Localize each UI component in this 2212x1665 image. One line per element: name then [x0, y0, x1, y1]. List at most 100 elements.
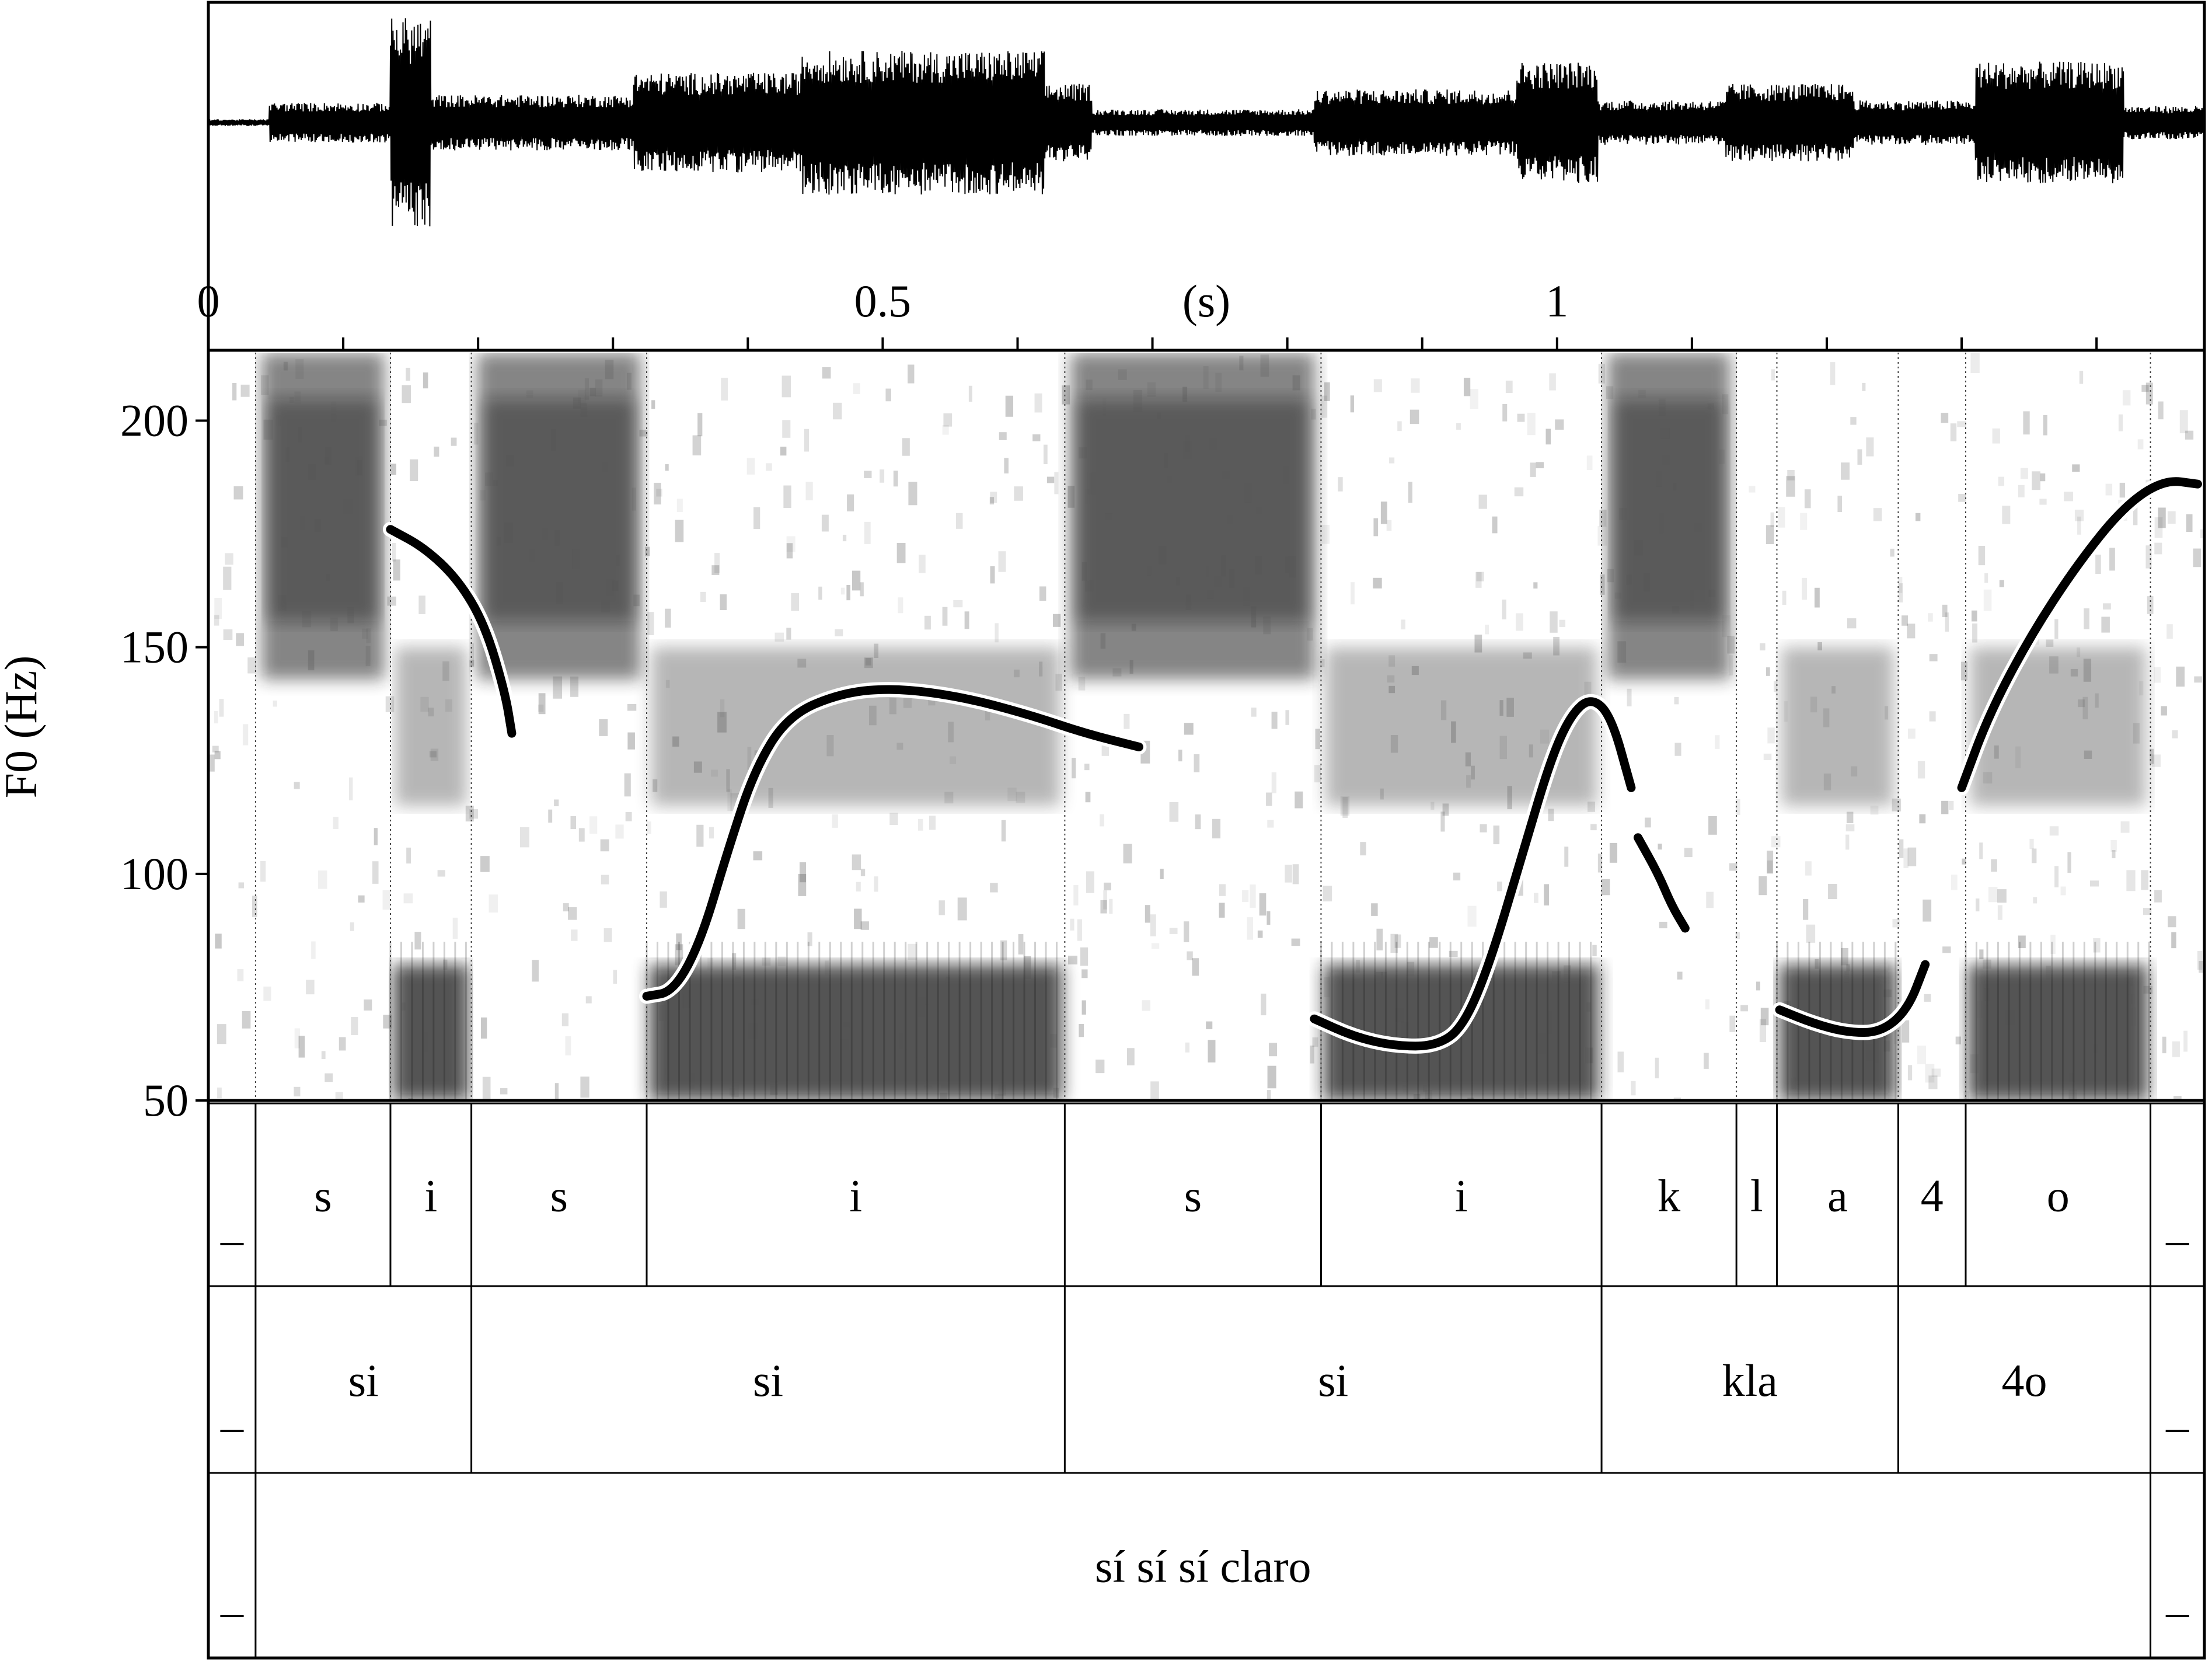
spectrogram-speckle	[570, 816, 576, 830]
spectrogram-speckle	[1870, 805, 1879, 815]
spectrogram-speckle	[2064, 492, 2074, 501]
spectrogram-speckle	[753, 507, 760, 530]
spectrogram-speckle	[1295, 791, 1303, 809]
tier-syllables-label: si	[348, 1355, 379, 1406]
spectrogram-speckle	[1533, 582, 1538, 589]
spectrogram-speckle	[442, 661, 449, 681]
spectrogram-speckle	[770, 1074, 778, 1095]
spectrogram-speckle	[1219, 884, 1226, 896]
spectrogram-speckle	[2143, 985, 2153, 994]
spectrogram-speckle	[215, 933, 222, 949]
spectrogram-speckle	[236, 633, 244, 646]
spectrogram-speckle	[1919, 814, 1926, 824]
spectrogram-speckle	[1397, 421, 1402, 431]
spectrogram-speckle	[1928, 613, 1933, 622]
spectrogram-speckle	[847, 494, 854, 511]
spectrogram-speckle	[1950, 423, 1957, 442]
spectrogram-speckle	[1229, 569, 1235, 588]
tier-phones-label: a	[1827, 1171, 1848, 1221]
spectrogram-speckle	[995, 623, 999, 643]
spectrogram-speckle	[676, 933, 682, 950]
spectrogram-speckle	[833, 402, 842, 420]
spectrogram-speckle	[434, 447, 439, 457]
tier-words-label: _	[2165, 1570, 2189, 1621]
spectrogram-speckle	[217, 1024, 226, 1044]
spectrogram-speckle	[1411, 666, 1419, 675]
spectrogram-speckle	[633, 594, 640, 607]
spectrogram-speckle	[945, 977, 950, 988]
spectrogram-speckle	[990, 883, 998, 893]
spectrogram-speckle	[1428, 1066, 1438, 1083]
spectrogram-speckle	[1979, 949, 1984, 960]
spectrogram-speckle	[1034, 393, 1042, 413]
spectrogram-speckle	[289, 396, 294, 403]
spectrogram-speckle	[924, 1067, 933, 1089]
spectrogram-speckle	[2126, 870, 2136, 891]
spectrogram-speckle	[1320, 395, 1328, 418]
spectrogram-speckle	[1371, 903, 1378, 916]
spectrogram-speckle	[1423, 1085, 1428, 1092]
spectrogram-speckle	[1705, 999, 1709, 1010]
spectrogram-speckle	[762, 957, 771, 966]
spectrogram-speckle	[839, 983, 843, 1006]
spectrogram-speckle	[2154, 667, 2161, 683]
spectrogram-speckle	[1350, 395, 1354, 413]
spectrogram-speckle	[1388, 655, 1395, 667]
spectrogram-speckle	[941, 1070, 948, 1089]
spectrogram	[208, 353, 2204, 1102]
spectrogram-speckle	[2154, 517, 2163, 538]
spectrogram-speckle	[737, 908, 745, 929]
spectrogram-speckle	[1285, 556, 1290, 573]
spectrogram-speckle	[2129, 1007, 2136, 1026]
spectrogram-speckle	[1970, 1054, 1979, 1074]
spectrogram-speckle	[2056, 1042, 2064, 1064]
spectrogram-speckle	[665, 608, 671, 628]
spectrogram-speckle	[1408, 482, 1412, 503]
spectrogram-speckle	[1338, 477, 1343, 492]
spectrogram-speckle	[976, 1019, 982, 1033]
spectrogram-speckle	[953, 600, 963, 608]
spectrogram-speckle	[693, 761, 702, 773]
spectrogram-speckle	[443, 959, 448, 970]
y-tick-label: 200	[120, 395, 189, 445]
tier-words-label: _	[220, 1570, 244, 1621]
spectrogram-speckle	[1109, 898, 1113, 914]
spectrogram-speckle	[860, 582, 864, 597]
spectrogram-speckle	[1401, 619, 1405, 630]
spectrogram-speckle	[1791, 1077, 1796, 1089]
spectrogram-speckle	[826, 735, 834, 757]
spectrogram-speckle	[1983, 589, 1992, 611]
spectrogram-speckle	[561, 1013, 569, 1026]
spectrogram-speckle	[1260, 354, 1269, 377]
spectrogram-speckle	[1208, 1040, 1216, 1063]
spectrogram-speckle	[1151, 943, 1160, 949]
spectrogram-speckle	[985, 707, 990, 721]
spectrogram-speckle	[1244, 483, 1252, 503]
spectrogram-speckle	[379, 419, 387, 426]
spectrogram-speckle	[777, 956, 786, 967]
spectrogram-speckle	[660, 891, 667, 908]
spectrogram-speckle	[1126, 1048, 1135, 1065]
spectrogram-speckle	[1463, 378, 1471, 396]
spectrogram-speckle	[233, 486, 243, 500]
voicing-bar	[649, 964, 1063, 1100]
spectrogram-speckle	[639, 430, 648, 437]
spectrogram-speckle	[294, 1086, 301, 1097]
tier-phones-label: k	[1658, 1171, 1680, 1221]
spectrogram-speckle	[429, 751, 437, 758]
spectrogram-speckle	[1916, 513, 1921, 521]
spectrogram-speckle	[843, 1021, 850, 1028]
spectrogram-speckle	[1586, 455, 1593, 470]
spectrogram-speckle	[1507, 786, 1512, 810]
spectrogram-speckle	[1014, 486, 1023, 501]
spectrogram-speckle	[726, 769, 730, 792]
spectrogram-speckle	[1203, 366, 1209, 389]
spectrogram-speckle	[658, 1005, 668, 1021]
spectrogram-speckle	[1044, 444, 1048, 465]
spectrogram-speckle	[1070, 918, 1074, 931]
time-tick-label: 1	[1545, 276, 1568, 326]
spectrogram-speckle	[727, 789, 732, 811]
spectrogram-speckle	[1073, 885, 1079, 905]
spectrogram-speckle	[798, 873, 807, 896]
spectrogram-speckle	[1991, 859, 1997, 872]
